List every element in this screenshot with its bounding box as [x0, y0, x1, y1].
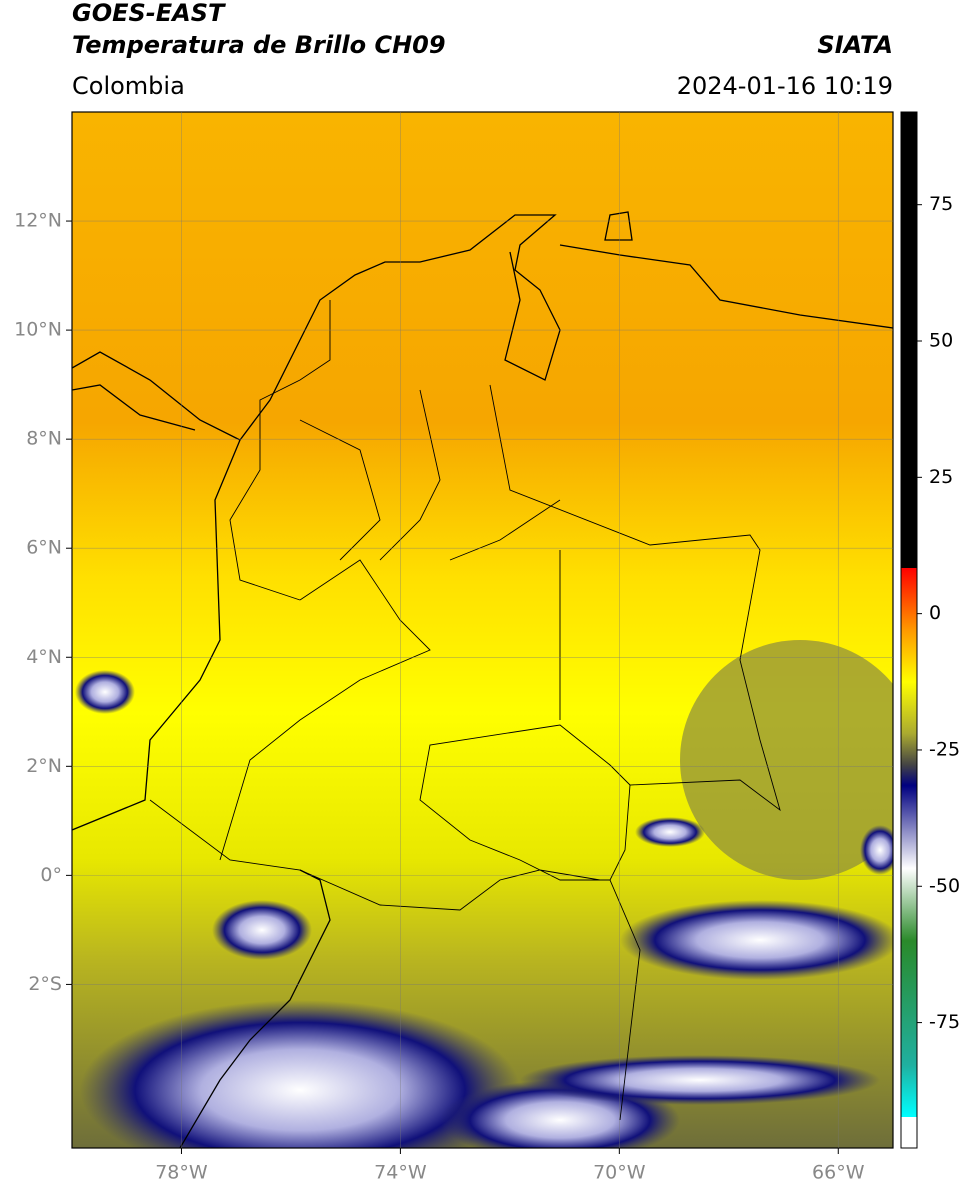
y-tick-label: 8°N [26, 428, 62, 450]
y-tick-label: 6°N [26, 537, 62, 559]
y-tick-label: 2°N [26, 755, 62, 777]
subtitle: Temperatura de Brillo CH09 [72, 31, 446, 59]
colorbar-label: 0 [929, 602, 941, 624]
source: SIATA [817, 31, 893, 59]
map-frame [71, 111, 894, 1149]
satellite-image [72, 112, 893, 1148]
x-tick-label: 66°W [812, 1162, 865, 1184]
datetime: 2024-01-16 10:19 [677, 72, 893, 100]
y-tick-label: 12°N [14, 210, 62, 232]
y-tick-label: 2°S [28, 973, 62, 995]
colorbar-label: -75 [929, 1011, 960, 1033]
x-tick-label: 74°W [374, 1162, 427, 1184]
colorbar-label: -50 [929, 875, 960, 897]
x-tick-label: 70°W [593, 1162, 646, 1184]
colorbar-label: 75 [929, 193, 953, 215]
colorbar-label: -25 [929, 738, 960, 760]
colorbar [900, 111, 918, 1149]
title: GOES-EAST [72, 0, 226, 27]
y-tick-label: 0° [40, 864, 62, 886]
y-tick-label: 4°N [26, 646, 62, 668]
colorbar-label: 50 [929, 330, 953, 352]
y-tick-label: 10°N [14, 319, 62, 341]
grid [72, 112, 893, 1148]
colorbar-label: 25 [929, 466, 953, 488]
region: Colombia [72, 72, 185, 100]
x-tick-label: 78°W [155, 1162, 208, 1184]
